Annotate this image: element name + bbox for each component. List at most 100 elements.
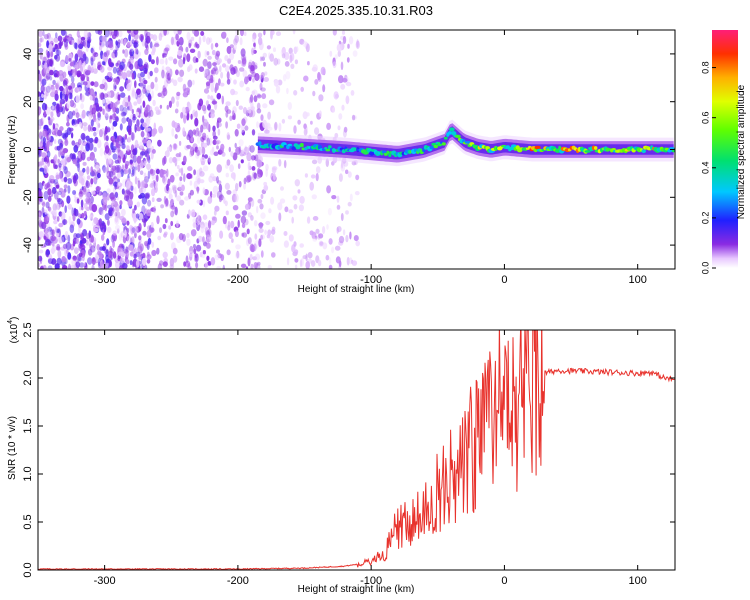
spectrogram-noise-blob: [196, 212, 200, 222]
spectrogram-noise-blob: [124, 229, 127, 238]
spectrogram-noise-blob: [72, 119, 78, 125]
snr-x-tick-label: -200: [227, 575, 249, 587]
spectrogram-noise-blob: [102, 164, 107, 174]
spectrogram-noise-blob: [246, 228, 250, 235]
snr-x-tick-label: 0: [501, 575, 507, 587]
spectrogram-signal-blob: [369, 151, 375, 156]
spectrogram-signal-blob: [287, 143, 293, 147]
spectrogram-noise-blob: [263, 181, 268, 187]
spectrogram-noise-blob: [303, 128, 308, 136]
spectrogram-noise-blob: [108, 250, 113, 259]
spectrogram-noise-blob: [273, 57, 279, 66]
spectrogram-noise-blob: [149, 41, 153, 49]
spectrogram-noise-blob: [93, 217, 98, 225]
spectrogram-noise-blob: [214, 205, 220, 212]
spectrogram-noise-blob: [142, 230, 147, 236]
spectrogram-noise-blob: [193, 180, 198, 190]
spectrogram-noise-blob: [279, 198, 286, 204]
spectrogram-noise-blob: [109, 170, 114, 178]
spectrogram-noise-blob: [349, 231, 352, 240]
spectrogram-noise-blob: [133, 30, 139, 35]
spectrogram-noise-blob: [240, 30, 244, 37]
spectrogram-noise-blob: [138, 235, 142, 241]
spectrogram-noise-blob: [340, 83, 346, 90]
spectrogram-noise-blob: [54, 263, 60, 269]
spectrogram-noise-blob: [259, 82, 263, 91]
spectrogram-noise-blob: [80, 199, 84, 208]
spectrogram-noise-blob: [188, 103, 192, 111]
spectrogram-noise-blob: [210, 257, 216, 266]
spectrogram-noise-blob: [208, 220, 212, 229]
spectrogram-noise-blob: [90, 68, 94, 74]
spectrogram-noise-blob: [53, 178, 59, 185]
spectrogram-noise-blob: [105, 258, 110, 264]
spectrogram-noise-blob: [151, 197, 155, 203]
spectrogram-noise-blob: [90, 178, 94, 185]
spectrogram-noise-blob: [82, 161, 87, 166]
spectrogram-noise-blob: [38, 73, 42, 82]
spectrogram-noise-blob: [240, 48, 246, 57]
spectrogram-noise-blob: [102, 108, 105, 115]
spectrogram-noise-blob: [139, 93, 145, 99]
spectrogram-noise-blob: [89, 243, 93, 251]
spectrogram-noise-blob: [88, 88, 95, 96]
spectrogram-noise-blob: [63, 166, 67, 171]
spectrogram-noise-blob: [56, 243, 61, 250]
spectrogram-noise-blob: [102, 166, 108, 173]
spectrogram-noise-blob: [302, 255, 308, 260]
spectrogram-noise-blob: [338, 260, 342, 268]
spectrogram-noise-blob: [162, 261, 168, 267]
spectrogram-noise-blob: [235, 213, 241, 219]
spectrogram-noise-blob: [221, 95, 225, 105]
spectrogram-noise-blob: [314, 79, 319, 85]
spectrogram-noise-blob: [137, 73, 141, 79]
spectrogram-noise-blob: [225, 121, 229, 129]
spectrogram-noise-blob: [268, 208, 272, 214]
svg-text:(x104): (x104): [7, 317, 20, 344]
spectrogram-noise-blob: [251, 47, 255, 56]
spectrogram-noise-blob: [222, 31, 227, 37]
spectrogram-noise-blob: [283, 240, 289, 248]
spectrogram-noise-blob: [206, 255, 210, 261]
spectrogram-noise-blob: [86, 40, 91, 49]
spectrogram-noise-blob: [62, 71, 67, 79]
spectrogram-noise-blob: [244, 76, 249, 85]
spectrogram-noise-blob: [73, 42, 78, 49]
spectrogram-noise-blob: [77, 138, 82, 146]
spectrogram-noise-blob: [145, 33, 148, 42]
spectrogram-noise-blob: [239, 80, 245, 88]
spectrogram-noise-blob: [116, 99, 120, 105]
spectrogram-noise-blob: [98, 207, 104, 215]
spectrogram-noise-blob: [58, 222, 64, 228]
spectrogram-noise-blob: [139, 152, 143, 159]
spectrogram-noise-blob: [185, 46, 189, 53]
spectrogram-noise-blob: [126, 235, 132, 244]
spectrogram-noise-blob: [64, 231, 69, 240]
snr-y-tick-label: 1.0: [22, 466, 34, 481]
spectrogram-noise-blob: [254, 73, 260, 81]
spectrogram-noise-blob: [182, 155, 187, 164]
spectrogram-noise-blob: [202, 35, 206, 43]
spectrogram-noise-blob: [106, 238, 110, 246]
spectrogram-noise-blob: [71, 140, 76, 146]
spectrogram-noise-blob: [226, 159, 231, 166]
colorbar-tick-label: 0.8: [700, 61, 710, 74]
spectrogram-signal-blob: [534, 145, 541, 150]
spectrogram-noise-blob: [263, 77, 270, 82]
spectrogram-noise-blob: [241, 58, 247, 67]
spectrogram-noise-blob: [241, 232, 248, 238]
spectrogram-noise-blob: [202, 200, 206, 208]
spectrogram-noise-blob: [76, 30, 80, 38]
spectrogram-signal-blob: [451, 131, 457, 136]
spectrogram-noise-blob: [80, 144, 84, 153]
spectrogram-noise-blob: [66, 156, 72, 163]
spectrogram-noise-blob: [310, 120, 313, 125]
spectrogram-noise-blob: [197, 136, 201, 144]
spectrogram-noise-blob: [211, 100, 218, 105]
spectrogram-noise-blob: [210, 95, 214, 101]
spectrogram-noise-blob: [106, 171, 109, 177]
spectrogram-noise-blob: [265, 220, 271, 226]
spectrogram-noise-blob: [154, 41, 159, 46]
spectrogram-noise-blob: [247, 161, 251, 171]
spectrogram-noise-blob: [211, 49, 216, 56]
